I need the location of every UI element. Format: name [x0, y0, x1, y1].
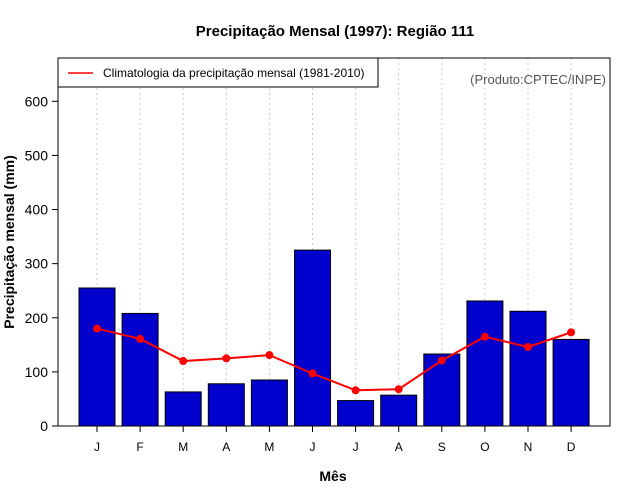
x-tick-label: F [136, 440, 143, 454]
bar-j-1 [78, 287, 116, 427]
x-tick-label: J [353, 440, 359, 454]
bar-d-12 [552, 338, 590, 427]
bar-n-11 [509, 310, 547, 427]
y-tick-label: 500 [25, 147, 49, 163]
y-tick-label: 600 [25, 93, 49, 109]
x-tick-label: J [94, 440, 100, 454]
y-tick-label: 400 [25, 202, 49, 218]
bar-j-6 [294, 249, 331, 427]
legend-entry: Climatologia da precipitação mensal (198… [103, 66, 364, 80]
y-axis: 0 100 200 300 400 500 600 [25, 93, 58, 434]
y-axis-label: Precipitação mensal (mm) [1, 155, 17, 329]
legend: Climatologia da precipitação mensal (198… [57, 57, 379, 88]
bar-m-3 [164, 391, 202, 427]
x-tick-label: S [438, 440, 446, 454]
climatology-point-10 [480, 332, 489, 341]
bar-m-5 [250, 379, 288, 427]
x-tick-label: D [567, 440, 576, 454]
x-tick-label: M [178, 440, 188, 454]
climatology-point-11 [524, 342, 532, 351]
climatology-point-9 [437, 356, 446, 365]
climatology-point-6 [308, 369, 317, 378]
bar-a-8 [380, 394, 418, 427]
climatology-point-8 [394, 385, 403, 394]
climatology-point-3 [179, 357, 188, 366]
climatology-point-1 [93, 324, 101, 333]
y-tick-label: 100 [25, 364, 49, 380]
bar-a-4 [207, 383, 245, 427]
climatology-point-12 [567, 328, 576, 337]
x-tick-label: N [524, 440, 533, 454]
x-tick-label: A [222, 440, 230, 454]
bar-f-2 [121, 312, 159, 427]
x-tick-label: A [395, 440, 403, 454]
bars [78, 249, 590, 427]
climatology-point-2 [136, 334, 145, 343]
y-tick-label: 200 [25, 310, 49, 326]
x-axis-label: Mês [319, 468, 346, 484]
climatology-point-7 [351, 386, 360, 395]
climatology-line [93, 324, 576, 395]
x-tick-label: O [480, 440, 489, 454]
climatology-point-5 [265, 351, 274, 360]
climatology-point-4 [222, 354, 231, 363]
bar-s-9 [423, 353, 461, 427]
y-tick-label: 300 [25, 256, 49, 272]
bar-j-7 [337, 400, 375, 427]
legend-box [57, 57, 379, 88]
bar-o-10 [466, 300, 504, 427]
climatology-polyline [96, 327, 572, 392]
chart-title: Precipitação Mensal (1997): Região 111 [196, 23, 474, 40]
x-tick-label: J [310, 440, 316, 454]
y-tick-label: 0 [40, 418, 48, 434]
x-tick-label: M [264, 440, 274, 454]
credit-text: (Produto:CPTEC/INPE) [470, 72, 606, 87]
